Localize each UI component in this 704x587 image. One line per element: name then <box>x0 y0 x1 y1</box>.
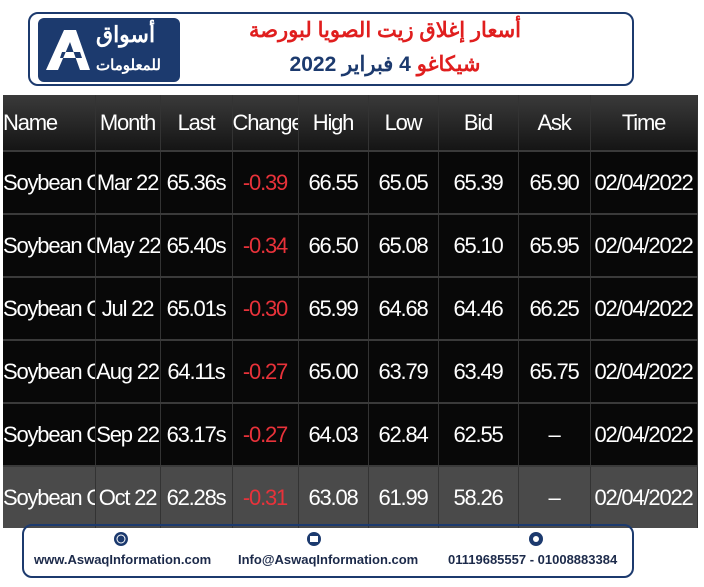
table-cell: 61.99 <box>368 465 439 528</box>
table-cell: 02/04/2022 <box>590 276 698 340</box>
table-cell: Aug 22 <box>95 339 161 403</box>
table-cell: 62.28s <box>160 465 233 528</box>
subtitle: شيكاغو 4 فبراير 2022 <box>200 52 570 77</box>
table-cell: Soybean Oil <box>3 339 96 403</box>
table-cell: 63.08 <box>298 465 369 528</box>
table-cell: 65.01s <box>160 276 233 340</box>
table-cell: 65.40s <box>160 213 233 277</box>
column-header: Month <box>95 95 161 151</box>
table-cell: 62.84 <box>368 402 439 466</box>
table-cell: 65.95 <box>518 213 591 277</box>
table-cell: Soybean Oil <box>3 402 96 466</box>
column-header: Low <box>368 95 439 151</box>
table-row: Soybean OilOct 2262.28s-0.3163.0861.9958… <box>3 465 698 528</box>
table-cell: Soybean Oil <box>3 276 96 340</box>
table-cell: Soybean Oil <box>3 213 96 277</box>
table-cell: 65.00 <box>298 339 369 403</box>
header-box <box>28 12 634 86</box>
table-cell: -0.39 <box>232 150 299 214</box>
logo: أسواق للمعلومات <box>38 18 180 82</box>
table-cell: 63.17s <box>160 402 233 466</box>
table-cell: -0.30 <box>232 276 299 340</box>
subtitle-date: 4 فبراير 2022 <box>289 53 411 76</box>
footer-box <box>22 524 634 578</box>
table-row: Soybean OilAug 2264.11s-0.2765.0063.7963… <box>3 339 698 403</box>
table-row: Soybean OilMay 2265.40s-0.3466.5065.0865… <box>3 213 698 277</box>
phone-icon <box>529 532 543 546</box>
mail-icon <box>307 532 321 546</box>
table-cell: 64.68 <box>368 276 439 340</box>
title: أسعار إغلاق زيت الصويا لبورصة <box>248 19 522 42</box>
table-cell: – <box>518 465 591 528</box>
subtitle-city: شيكاغو <box>416 53 481 76</box>
logo-icon <box>46 30 90 70</box>
table-cell: 65.75 <box>518 339 591 403</box>
table-cell: Soybean Oil <box>3 465 96 528</box>
table-cell: 65.36s <box>160 150 233 214</box>
table-cell: 02/04/2022 <box>590 150 698 214</box>
price-table: Name Month Last Change High Low Bid Ask Time Soy… <box>3 95 698 528</box>
table-cell: 62.55 <box>438 402 519 466</box>
table-cell: 66.25 <box>518 276 591 340</box>
column-header: Bid <box>438 95 519 151</box>
table-cell: Oct 22 <box>95 465 161 528</box>
table-cell: 65.10 <box>438 213 519 277</box>
table-cell: 02/04/2022 <box>590 213 698 277</box>
table-cell: Sep 22 <box>95 402 161 466</box>
column-header: Change <box>232 95 299 151</box>
table-cell: May 22 <box>95 213 161 277</box>
table-cell: Soybean Oil <box>3 150 96 214</box>
table-cell: 66.50 <box>298 213 369 277</box>
table-cell: -0.31 <box>232 465 299 528</box>
table-cell: – <box>518 402 591 466</box>
table-cell: 02/04/2022 <box>590 465 698 528</box>
table-cell: 64.11s <box>160 339 233 403</box>
table-cell: 02/04/2022 <box>590 402 698 466</box>
header-row: Name Month Last Change High Low Bid Ask Time <box>3 95 698 151</box>
table-cell: 58.26 <box>438 465 519 528</box>
column-header: Name <box>3 95 96 151</box>
table-row: Soybean OilMar 2265.36s-0.3966.5565.0565… <box>3 150 698 214</box>
table-cell: -0.34 <box>232 213 299 277</box>
table-cell: -0.27 <box>232 402 299 466</box>
column-header: Time <box>590 95 698 151</box>
table-cell: 02/04/2022 <box>590 339 698 403</box>
table-cell: 65.99 <box>298 276 369 340</box>
column-header: Ask <box>518 95 591 151</box>
website: www.AswaqInformation.com <box>34 552 212 567</box>
column-header: High <box>298 95 369 151</box>
table-cell: -0.27 <box>232 339 299 403</box>
table-cell: 65.08 <box>368 213 439 277</box>
table-row: Soybean OilJul 2265.01s-0.3065.9964.6864… <box>3 276 698 340</box>
web-icon <box>114 532 128 546</box>
table-cell: Jul 22 <box>95 276 161 340</box>
table-cell: Mar 22 <box>95 150 161 214</box>
logo-subtext: للمعلومات <box>96 57 161 74</box>
table-cell: 63.49 <box>438 339 519 403</box>
logo-text: أسواق <box>96 22 156 47</box>
table-cell: 65.90 <box>518 150 591 214</box>
table-cell: 65.39 <box>438 150 519 214</box>
phone: 01119685557 - 01008883384 <box>448 552 618 567</box>
table-cell: 65.05 <box>368 150 439 214</box>
column-header: Last <box>160 95 233 151</box>
table-cell: 66.55 <box>298 150 369 214</box>
table-cell: 64.03 <box>298 402 369 466</box>
table-row: Soybean OilSep 2263.17s-0.2764.0362.8462… <box>3 402 698 466</box>
email: Info@AswaqInformation.com <box>238 552 419 567</box>
table-cell: 64.46 <box>438 276 519 340</box>
table-cell: 63.79 <box>368 339 439 403</box>
